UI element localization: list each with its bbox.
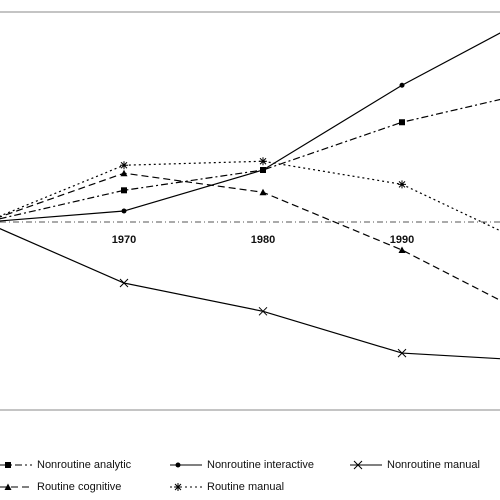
legend: Nonroutine analytic Nonroutine interactiv… (0, 459, 480, 493)
marker (121, 208, 127, 214)
legend-label: Nonroutine analytic (37, 459, 132, 471)
marker (119, 278, 129, 288)
marker (259, 188, 267, 196)
marker (399, 82, 405, 88)
legend-label: Routine cognitive (37, 481, 121, 493)
marker (397, 348, 407, 358)
x-tick-label: 1980 (251, 234, 275, 246)
marker (174, 483, 182, 491)
marker (5, 462, 11, 468)
marker (259, 157, 267, 166)
marker (260, 167, 266, 173)
legend-label: Nonroutine interactive (207, 459, 314, 471)
series-line (0, 160, 500, 232)
marker (399, 119, 405, 126)
plot-area (0, 32, 500, 360)
marker (120, 169, 128, 177)
marker (175, 462, 181, 468)
series-line (0, 98, 500, 220)
x-tick-label: 1970 (112, 234, 136, 246)
plot-frame (0, 11, 500, 411)
marker (121, 187, 127, 194)
marker (120, 161, 128, 170)
legend-label: Nonroutine manual (387, 459, 480, 471)
marker (353, 460, 363, 470)
marker (258, 306, 268, 316)
marker (398, 180, 406, 189)
marker (4, 483, 12, 490)
marker (398, 246, 406, 254)
x-tick-label: 1990 (390, 234, 414, 246)
legend-label: Routine manual (207, 481, 284, 493)
